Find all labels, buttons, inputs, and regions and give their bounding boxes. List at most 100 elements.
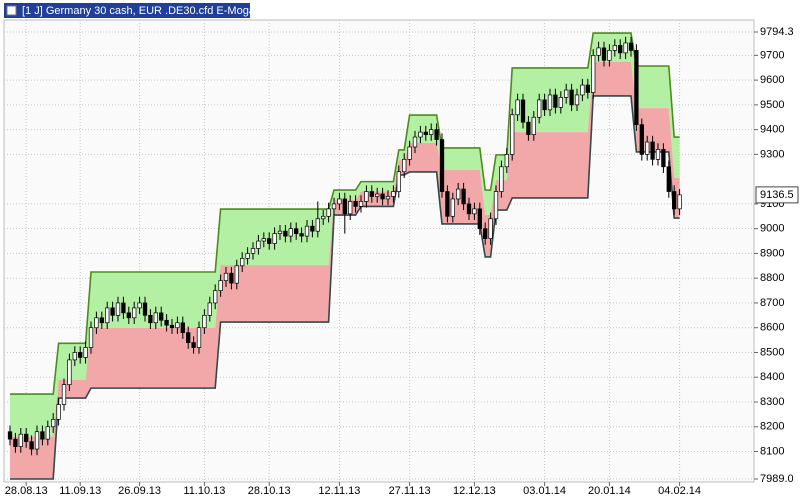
candle-body: [418, 131, 423, 138]
x-tick-label: 27.11.13: [389, 485, 431, 497]
candle-body: [434, 129, 439, 140]
chart-title: [1 J] Germany 30 cash, EUR .DE30.cfd E-M…: [22, 5, 267, 17]
lower-band: [10, 62, 680, 480]
candle-body: [499, 166, 504, 192]
candle-body: [639, 124, 644, 155]
candle-body: [520, 99, 526, 123]
candle-body: [407, 146, 412, 160]
candle-body: [391, 191, 396, 197]
candle-body: [213, 290, 218, 304]
candle-body: [510, 114, 515, 155]
candle-body: [585, 84, 590, 93]
candle-body: [331, 203, 337, 210]
candle-body: [126, 312, 131, 319]
candle-body: [601, 47, 607, 61]
candle-body: [574, 94, 580, 106]
candle-body: [94, 317, 99, 329]
candle-body: [650, 141, 655, 160]
candle-body: [180, 322, 185, 334]
y-tick-label: 8500: [760, 346, 784, 358]
candle-body: [186, 332, 191, 343]
x-tick-label: 11.10.13: [183, 485, 225, 497]
candle-body: [477, 208, 482, 230]
candle-body: [240, 258, 245, 267]
plot-area: [3, 19, 755, 483]
candle-body: [51, 418, 56, 428]
candle-body: [450, 198, 455, 217]
candle-body: [299, 233, 304, 237]
candle-body: [40, 431, 45, 440]
candle-body: [153, 312, 158, 324]
candle-body: [385, 196, 391, 200]
y-tick-label: 8200: [760, 421, 784, 433]
last-price-box: [755, 186, 799, 204]
candle-body: [223, 272, 229, 282]
y-tick-label: 8600: [760, 322, 784, 334]
candle-body: [315, 218, 320, 232]
candle-body: [439, 139, 445, 192]
candle-body: [207, 302, 212, 316]
last-price-label: 9136.5: [760, 189, 794, 201]
candle-body: [105, 307, 110, 324]
candle-body: [677, 194, 682, 210]
candle-body: [537, 99, 542, 118]
candle-body: [628, 42, 634, 51]
candle-body: [272, 233, 277, 244]
candle-body: [423, 131, 428, 135]
candle-body: [83, 347, 88, 358]
candle-body: [461, 188, 466, 205]
expand-icon[interactable]: [6, 5, 17, 16]
candle-body: [412, 136, 418, 148]
candle-body: [256, 240, 261, 249]
candle-body: [429, 129, 434, 135]
x-tick-label: 20.01.14: [588, 485, 631, 497]
y-tick-label: 8300: [760, 396, 784, 408]
candle-body: [542, 99, 547, 111]
y-tick-label: 9794.3: [760, 26, 794, 38]
candle-body: [196, 327, 202, 348]
candle-body: [34, 431, 40, 450]
candle-body: [375, 193, 380, 197]
candle-body: [369, 191, 374, 197]
candle-body: [78, 352, 83, 358]
candle-body: [558, 97, 563, 108]
candle-body: [13, 438, 18, 447]
candle-body: [466, 203, 472, 215]
candle-body: [612, 45, 617, 51]
candle-body: [250, 248, 256, 254]
x-tick-label: 26.09.13: [118, 485, 161, 497]
y-tick-label: 9400: [760, 124, 784, 136]
candle-body: [277, 230, 283, 234]
y-tick-label: 9300: [760, 148, 784, 160]
candle-body: [99, 317, 104, 324]
candle-body: [547, 94, 553, 111]
candle-body: [29, 441, 34, 450]
y-tick-label: 8800: [760, 272, 784, 284]
candle-body: [72, 352, 77, 361]
candle-body: [456, 188, 461, 200]
candle-body: [229, 272, 234, 284]
candle-body: [402, 158, 407, 173]
candle-body: [61, 384, 67, 405]
candle-body: [488, 218, 493, 239]
candle-body: [137, 302, 142, 309]
x-tick-label: 28.08.13: [5, 485, 48, 497]
candle-body: [553, 94, 558, 108]
candle-body: [218, 280, 223, 291]
y-tick-label: 9500: [760, 99, 784, 111]
candle-body: [504, 154, 509, 168]
candle-body: [45, 426, 50, 440]
x-tick-label: 28.10.13: [248, 485, 291, 497]
title-bar: [4, 3, 250, 18]
candle-body: [531, 116, 536, 135]
candle-body: [326, 208, 331, 217]
candle-body: [342, 198, 347, 215]
candle-body: [321, 215, 326, 220]
candle-body: [159, 312, 164, 321]
candle-body: [88, 327, 94, 348]
candle-body: [526, 121, 531, 135]
candle-body: [672, 191, 677, 210]
candle-body: [234, 265, 239, 284]
